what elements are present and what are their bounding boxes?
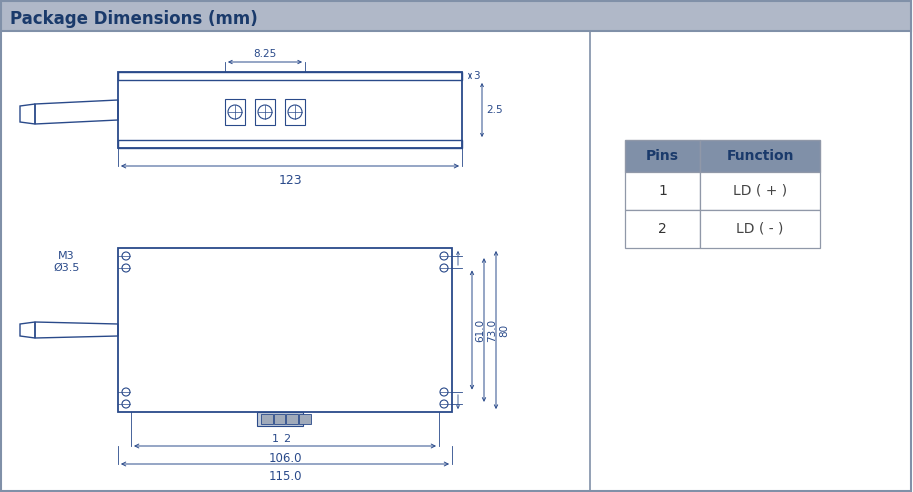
Bar	[299, 414, 310, 424]
Bar	[700, 210, 820, 248]
Text: LD ( + ): LD ( + )	[733, 184, 787, 198]
Bar	[1, 1, 911, 31]
Bar	[625, 140, 700, 172]
Text: 3: 3	[473, 71, 479, 81]
Text: Ø3.5: Ø3.5	[53, 263, 79, 273]
Bar	[118, 72, 462, 80]
Bar	[700, 172, 820, 210]
Text: 61.0: 61.0	[475, 318, 485, 341]
Text: Package Dimensions (mm): Package Dimensions (mm)	[10, 10, 257, 28]
Text: 2: 2	[658, 222, 666, 236]
Bar	[700, 140, 820, 172]
Text: 2.5: 2.5	[486, 105, 503, 115]
Text: Function: Function	[726, 149, 793, 163]
Text: 106.0: 106.0	[268, 452, 302, 465]
Bar	[118, 140, 462, 148]
Text: Pins: Pins	[646, 149, 679, 163]
Text: 123: 123	[278, 174, 302, 187]
Text: 115.0: 115.0	[268, 470, 302, 483]
Bar	[287, 414, 298, 424]
Text: LD ( - ): LD ( - )	[736, 222, 783, 236]
Bar	[625, 210, 700, 248]
Text: M3: M3	[58, 251, 75, 261]
Bar	[274, 414, 286, 424]
Text: 2: 2	[283, 434, 290, 444]
Bar	[225, 99, 245, 125]
Text: 73.0: 73.0	[487, 318, 497, 341]
Bar	[625, 172, 700, 210]
Bar	[255, 99, 275, 125]
Bar	[261, 414, 273, 424]
Bar	[118, 248, 452, 412]
Text: 8.25: 8.25	[254, 49, 277, 59]
Bar	[257, 412, 303, 426]
Bar	[118, 72, 462, 148]
Bar	[285, 99, 305, 125]
Text: 1: 1	[271, 434, 278, 444]
Text: 1: 1	[658, 184, 666, 198]
Text: 80: 80	[499, 323, 509, 337]
